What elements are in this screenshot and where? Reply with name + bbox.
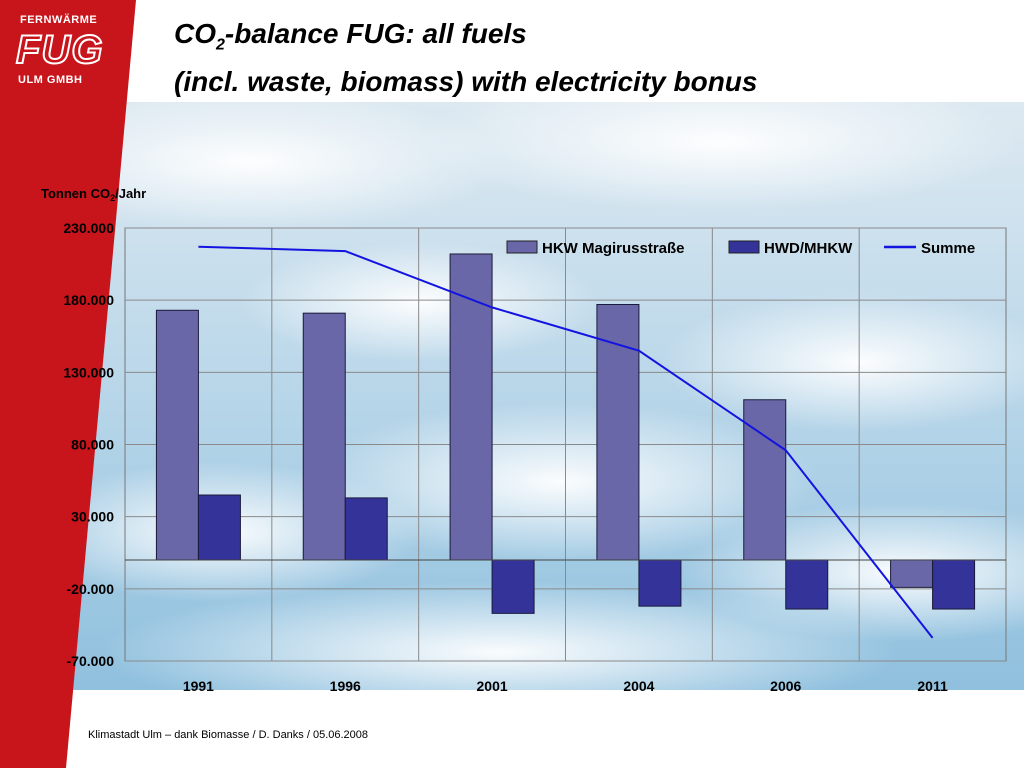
gridlines: [125, 227, 1006, 662]
fug-logo: FERNWÄRME FUG ULM GMBH: [14, 12, 118, 90]
legend-label-summe: Summe: [921, 240, 975, 257]
y-tick-label: 130.000: [63, 364, 114, 380]
logo-line-ulm: ULM GMBH: [18, 74, 83, 86]
x-tick-label: 2001: [477, 678, 508, 694]
bar-hkw-magirusstrasse: [596, 303, 640, 561]
x-tick-label: 1996: [330, 678, 361, 694]
bar-hwd-mhkw: [638, 559, 682, 607]
y-axis-label-subscript: 2: [110, 193, 115, 203]
series-line-summe: [198, 245, 934, 639]
y-axis-label-prefix: Tonnen CO: [41, 186, 110, 201]
title-line-1-rest: -balance FUG: all fuels: [224, 18, 527, 49]
x-axis-tick-labels: 1991 1996 2001 2004 2006 2011: [183, 678, 948, 694]
bar-hkw-magirusstrasse: [155, 309, 199, 561]
title-line-1: CO2-balance FUG: all fuels: [174, 16, 757, 64]
y-tick-label: -70.000: [67, 653, 115, 669]
y-axis-label-suffix: /Jahr: [115, 186, 146, 201]
x-tick-label: 2004: [623, 678, 654, 694]
x-tick-label: 2011: [917, 678, 948, 694]
logo-line-fernwaerme: FERNWÄRME: [20, 14, 98, 26]
y-tick-label: 230.000: [63, 220, 114, 236]
page-title: CO2-balance FUG: all fuels (incl. waste,…: [174, 16, 757, 100]
bar-hwd-mhkw: [197, 494, 241, 561]
y-tick-label: 80.000: [71, 437, 114, 453]
bar-hwd-mhkw: [491, 559, 535, 614]
title-subscript: 2: [216, 36, 225, 54]
bars: [155, 253, 976, 614]
y-axis-label: Tonnen CO2/Jahr: [41, 186, 146, 203]
legend-swatch-hwd: [728, 240, 760, 254]
legend-label-hkw: HKW Magirusstraße: [542, 240, 685, 257]
legend-label-hwd: HWD/MHKW: [764, 240, 853, 257]
x-tick-label: 2006: [770, 678, 801, 694]
y-tick-label: -20.000: [67, 581, 115, 597]
legend: HKW Magirusstraße HWD/MHKW Summe: [506, 240, 975, 257]
legend-swatch-hkw: [506, 240, 538, 254]
y-tick-label: 180.000: [63, 292, 114, 308]
y-axis-tick-labels: 230.000 180.000 130.000 80.000 30.000 -20.000…: [63, 220, 114, 669]
bar-hkw-magirusstrasse: [890, 559, 934, 588]
co2-balance-chart: 230.000 180.000 130.000 80.000 30.000 -20.000…: [41, 186, 1007, 694]
bar-hwd-mhkw: [932, 559, 976, 610]
bar-hwd-mhkw: [344, 497, 388, 561]
bar-hwd-mhkw: [785, 559, 829, 610]
x-tick-label: 1991: [183, 678, 214, 694]
title-co: CO: [174, 18, 216, 49]
y-tick-label: 30.000: [71, 509, 114, 525]
bar-hkw-magirusstrasse: [302, 312, 346, 561]
title-line-2: (incl. waste, biomass) with electricity …: [174, 65, 758, 97]
logo-line-fug: FUG: [15, 27, 104, 73]
footer-credit: Klimastadt Ulm – dank Biomasse / D. Dank…: [88, 729, 369, 741]
bar-hkw-magirusstrasse: [743, 399, 787, 561]
